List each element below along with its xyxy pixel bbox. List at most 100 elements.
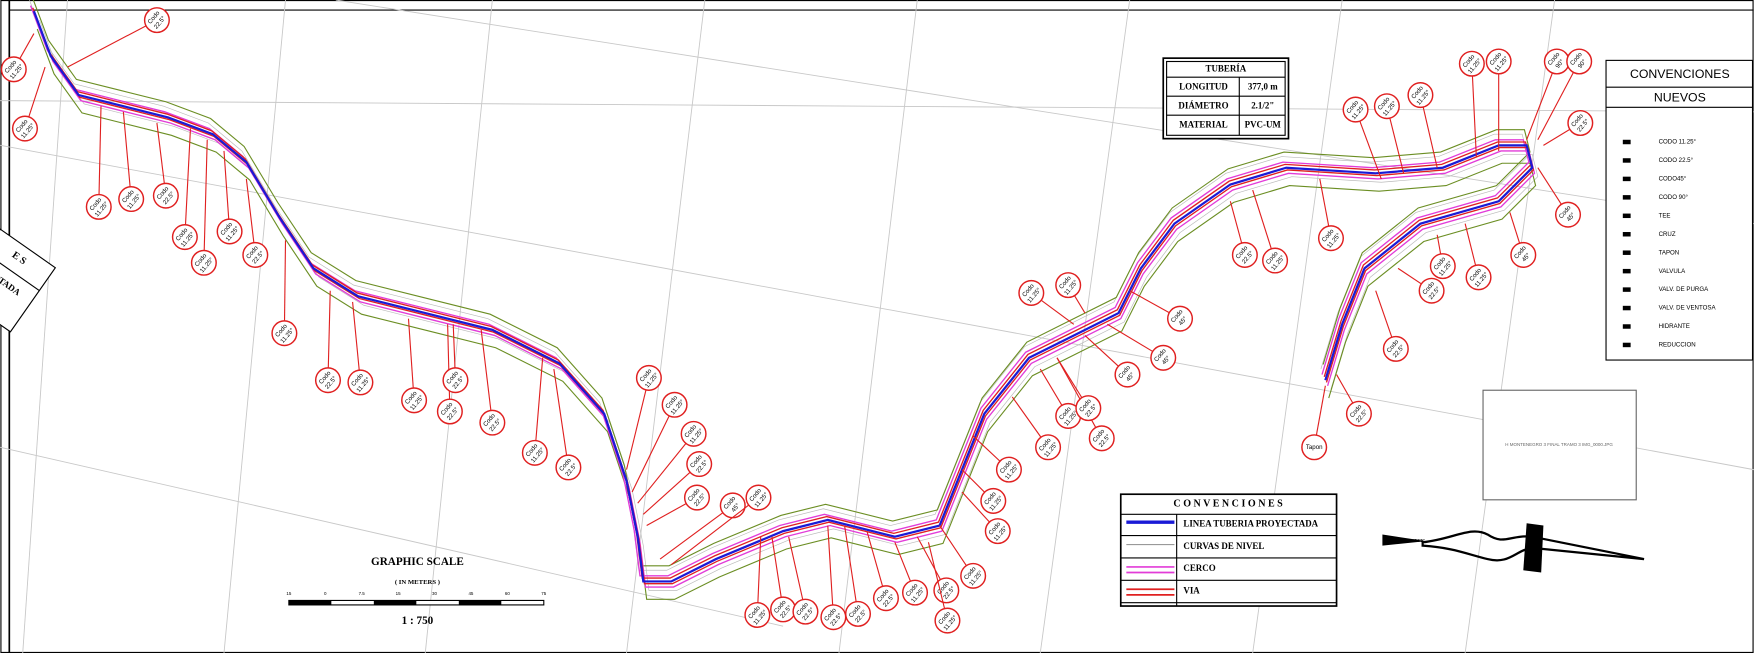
photo-placeholder: H MONTENEGRO 3 FINAL TRAMO 3 IMG_0000.JP…	[1482, 389, 1637, 501]
leader-line	[327, 290, 331, 381]
callout-circle	[347, 369, 374, 396]
arrow	[1382, 534, 1427, 546]
scale-bar	[458, 600, 502, 605]
callout-circle	[744, 601, 771, 629]
symbol	[1622, 232, 1631, 237]
north-symbol	[1421, 530, 1645, 562]
leader-line	[122, 111, 132, 200]
callout-circle	[1088, 425, 1115, 452]
callout-text: Tapon	[1306, 444, 1323, 451]
convention-item: CODO 90°	[1659, 194, 1689, 201]
symbol	[1622, 324, 1631, 329]
rule	[0, 251, 40, 292]
symbol	[1622, 342, 1631, 348]
callout-circle	[314, 367, 342, 394]
scale-tick-label: 0	[324, 591, 327, 596]
callout-circle	[1166, 305, 1194, 332]
grid-line	[838, 0, 918, 653]
callout-circle	[143, 7, 170, 34]
table-frame	[0, 228, 57, 333]
grid-line	[0, 144, 1754, 471]
callout-circle	[190, 249, 217, 276]
leader-line	[827, 525, 834, 618]
symbol	[1622, 305, 1631, 311]
legend-label: LINEA TUBERIA PROYECTADA	[1183, 518, 1318, 528]
convention-item: TEE	[1659, 212, 1671, 219]
table-cell: 2.1/2"	[1251, 100, 1274, 110]
callout-circle	[745, 484, 772, 511]
table-subtitle: NUEVOS	[1654, 91, 1706, 105]
convention-item: CODO 22.5°	[1659, 157, 1694, 164]
callout-circle	[980, 487, 1007, 514]
callout-text: 45°	[1161, 354, 1173, 366]
north-label: MAGNETIC	[1400, 538, 1425, 543]
callout-circle	[0, 56, 27, 83]
leader-line	[1471, 63, 1477, 157]
callout-circle	[872, 585, 899, 612]
convention-item: HIDRANTE	[1659, 323, 1690, 330]
callout-circle	[683, 484, 711, 511]
leader-line	[352, 301, 361, 383]
callout-circle	[661, 391, 688, 418]
callout-circle	[1429, 253, 1456, 280]
leader-line	[625, 377, 650, 470]
north-symbol	[1523, 523, 1544, 573]
callout-text: 45°	[730, 502, 742, 514]
scale-tick-label: 45	[468, 591, 473, 596]
leader-line	[756, 536, 762, 616]
callout-circle	[984, 518, 1011, 545]
callout-circle	[1317, 225, 1344, 252]
callout-circle	[1485, 48, 1512, 75]
callout-circle	[960, 562, 987, 589]
symbol	[1622, 250, 1631, 255]
callout-circle	[521, 439, 548, 466]
callout-text: 45°	[1521, 251, 1533, 263]
table-frame	[1605, 59, 1754, 361]
legend-label: CURVAS DE NIVEL	[1183, 541, 1264, 551]
callout-circle	[152, 182, 179, 209]
table-cell: DIÁMETRO	[1178, 100, 1228, 110]
callout-circle	[901, 579, 929, 606]
route-line	[36, 28, 1537, 600]
photo-frame	[1482, 389, 1637, 501]
callout-circle	[1510, 241, 1537, 268]
photo-caption: H MONTENEGRO 3 FINAL TRAMO 3 IMG_0000.JP…	[1505, 442, 1613, 447]
callout-circle	[933, 577, 960, 604]
leader-line	[534, 357, 544, 453]
callout-text: 90°	[1577, 58, 1589, 70]
scale-bar	[288, 600, 332, 605]
leader-line	[283, 240, 287, 334]
convention-item: VALV. DE PURGA	[1659, 286, 1709, 293]
callout-circle	[792, 598, 819, 625]
leader-line	[844, 525, 859, 614]
table-cell: MATERIAL	[1179, 119, 1228, 129]
leader-line	[659, 504, 734, 560]
callout-circle	[1114, 361, 1141, 388]
leader-line	[670, 497, 759, 566]
callout-circle	[1382, 335, 1409, 362]
callout-circle	[680, 420, 707, 447]
table-cell: LONGITUD	[1179, 81, 1228, 91]
scale-title: GRAPHIC SCALE	[371, 556, 464, 568]
convention-item: VALV. DE VENTOSA	[1659, 305, 1717, 312]
table-title: TUBERÍA	[1205, 63, 1246, 73]
callout-circle	[271, 320, 298, 347]
callout-circle	[1458, 50, 1485, 77]
callout-circle	[85, 193, 112, 220]
callout-circle	[118, 186, 145, 213]
table-title: C O N V E N C I O N E S	[1173, 499, 1283, 510]
callout-circle	[1373, 93, 1400, 120]
leader-line	[1056, 357, 1103, 439]
callout-circle	[216, 218, 243, 245]
leader-line	[98, 106, 102, 207]
callout-circle	[1301, 434, 1328, 461]
symbol	[1622, 213, 1631, 219]
legend-label: CERCO	[1183, 563, 1215, 573]
leader-line	[553, 368, 569, 468]
scale-tick-label: 15	[286, 591, 291, 596]
callout-circle	[1418, 277, 1445, 304]
